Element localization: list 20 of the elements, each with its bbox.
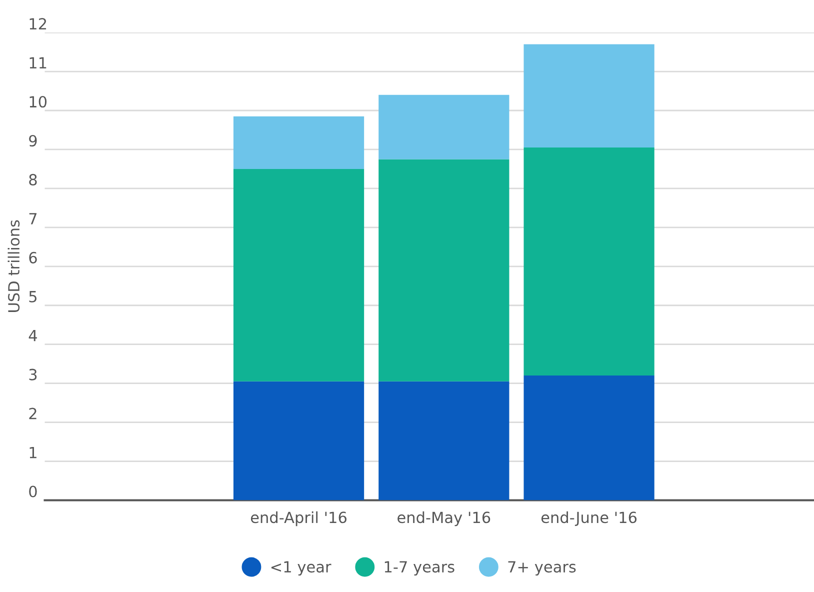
y-tick-label: 11 xyxy=(30,57,46,68)
y-tick-label: 4 xyxy=(28,330,37,342)
y-tick-label: 7 xyxy=(29,213,37,224)
y-tick-label: 0 xyxy=(29,486,37,498)
legend-label: 7+ years xyxy=(508,561,576,576)
y-tick-label: 5 xyxy=(29,291,36,302)
y-axis-title: USD trillions xyxy=(8,220,20,312)
y-tick-label: 1 xyxy=(30,446,36,458)
x-tick-label: end-April '16 xyxy=(250,511,346,526)
y-tick-label: 12 xyxy=(30,18,46,30)
y-tick-label: 10 xyxy=(30,96,47,108)
y-tick-label: 6 xyxy=(29,252,37,264)
y-tick-label: 2 xyxy=(29,408,36,420)
x-tick-label: end-May '16 xyxy=(398,511,490,526)
legend-label: 1-7 years xyxy=(384,561,454,576)
x-tick-label: end-June '16 xyxy=(541,511,637,526)
legend-label: <1 year xyxy=(271,561,332,576)
y-tick-label: 8 xyxy=(29,174,37,186)
y-tick-label: 3 xyxy=(29,368,37,380)
y-tick-label: 9 xyxy=(29,134,37,147)
